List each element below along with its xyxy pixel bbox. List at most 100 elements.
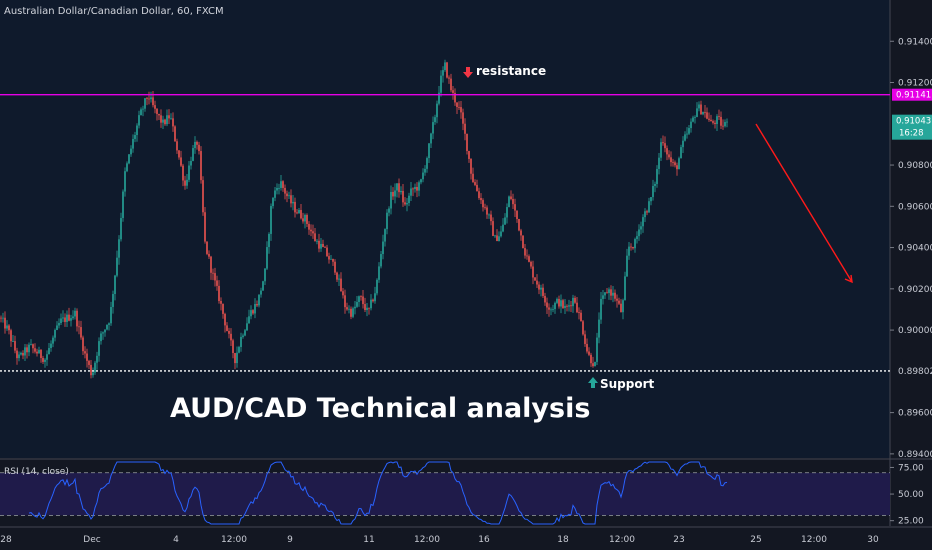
candle-body xyxy=(222,303,224,314)
candle-body xyxy=(384,229,386,242)
candle-body xyxy=(134,135,136,139)
candle-body xyxy=(630,246,632,248)
candle-body xyxy=(414,186,416,190)
candle-body xyxy=(524,248,526,256)
candle-body xyxy=(428,143,430,159)
time-tick-label: 28 xyxy=(0,535,12,545)
candle-body xyxy=(290,195,292,204)
candle-body xyxy=(178,150,180,158)
rsi-title[interactable]: RSI (14, close) xyxy=(4,467,69,477)
candle-body xyxy=(376,279,378,294)
candle-body xyxy=(726,121,728,123)
candle-body xyxy=(198,144,200,152)
candle-body xyxy=(252,310,254,314)
candle-body xyxy=(324,246,326,248)
candle-body xyxy=(160,115,162,123)
price-axis[interactable]: 0.91400 0.91200 0.90800 0.90600 0.90400 0.902… xyxy=(890,37,932,460)
current-price-label: 0.91043 xyxy=(896,117,931,127)
candle-body xyxy=(406,203,408,205)
candle-body xyxy=(510,196,512,199)
candle-body xyxy=(706,112,708,119)
candle-body xyxy=(530,261,532,267)
candle-body xyxy=(352,308,354,317)
candle-body xyxy=(616,298,618,301)
candle-body xyxy=(140,109,142,116)
candle-body xyxy=(408,195,410,204)
candle-body xyxy=(462,112,464,124)
candle-body xyxy=(582,321,584,335)
candle-body xyxy=(698,104,700,109)
candle-body xyxy=(374,293,376,302)
candle-body xyxy=(658,157,660,169)
candle-body xyxy=(132,138,134,149)
candle-body xyxy=(150,97,152,100)
candle-body xyxy=(492,221,494,236)
projection-arrow-line xyxy=(755,123,853,283)
candle-body xyxy=(118,239,120,258)
time-tick-label: 9 xyxy=(287,535,293,545)
candle-body xyxy=(200,151,202,181)
price-tick-label: 0.89600 xyxy=(898,409,932,419)
candle-body xyxy=(596,337,598,362)
candle-body xyxy=(20,352,22,355)
price-tick-label: 0.90600 xyxy=(898,202,932,212)
candle-body xyxy=(220,300,222,304)
candle-body xyxy=(666,148,668,155)
candle-body xyxy=(640,226,642,230)
candle-body xyxy=(10,330,12,342)
candle-body xyxy=(348,308,350,310)
price-tick-label: 0.90800 xyxy=(898,161,932,171)
candle-body xyxy=(8,325,10,331)
candle-body xyxy=(478,191,480,199)
candle-body xyxy=(38,349,40,354)
rsi-band xyxy=(0,472,890,516)
candle-body xyxy=(242,335,244,337)
price-tick-label: 0.90400 xyxy=(898,244,932,254)
candle-body xyxy=(74,310,76,317)
candle-body xyxy=(504,217,506,225)
candle-body xyxy=(458,107,460,108)
candle-body xyxy=(354,306,356,309)
candle-body xyxy=(646,211,648,213)
candle-body xyxy=(82,337,84,352)
candle-body xyxy=(722,125,724,127)
candle-body xyxy=(12,341,14,342)
candle-body xyxy=(92,372,94,376)
candle-body xyxy=(24,347,26,356)
candle-body xyxy=(536,280,538,285)
candle-body xyxy=(32,344,34,349)
candle-body xyxy=(636,236,638,240)
chart-symbol-title[interactable]: Australian Dollar/Canadian Dollar, 60, F… xyxy=(4,6,224,17)
candle-body xyxy=(568,305,570,307)
candle-body xyxy=(702,112,704,115)
candle-body xyxy=(310,229,312,232)
candle-body xyxy=(360,296,362,298)
candle-body xyxy=(268,233,270,248)
candle-body xyxy=(574,297,576,303)
candle-body xyxy=(26,347,28,353)
candle-body xyxy=(326,247,328,257)
candle-body xyxy=(272,197,274,207)
candle-body xyxy=(534,277,536,281)
candle-body xyxy=(468,151,470,159)
candle-body xyxy=(168,115,170,119)
candle-body xyxy=(66,314,68,322)
current-price-badge xyxy=(892,114,932,140)
candle-body xyxy=(152,97,154,106)
candle-body xyxy=(570,305,572,307)
candle-body xyxy=(552,309,554,310)
candle-body xyxy=(80,327,82,338)
candle-body xyxy=(170,118,172,120)
time-axis[interactable]: 28 Dec 4 12:00 9 11 12:00 16 18 12:00 23 25 12:00 30 xyxy=(0,535,879,545)
candle-body xyxy=(68,314,70,321)
candle-body xyxy=(308,223,310,230)
candle-body xyxy=(454,92,456,103)
price-tick-label: 0.90000 xyxy=(898,326,932,336)
candle-body xyxy=(64,317,66,322)
candle-body xyxy=(148,98,150,100)
candle-body xyxy=(328,256,330,260)
candle-body xyxy=(674,162,676,166)
candle-body xyxy=(654,183,656,186)
